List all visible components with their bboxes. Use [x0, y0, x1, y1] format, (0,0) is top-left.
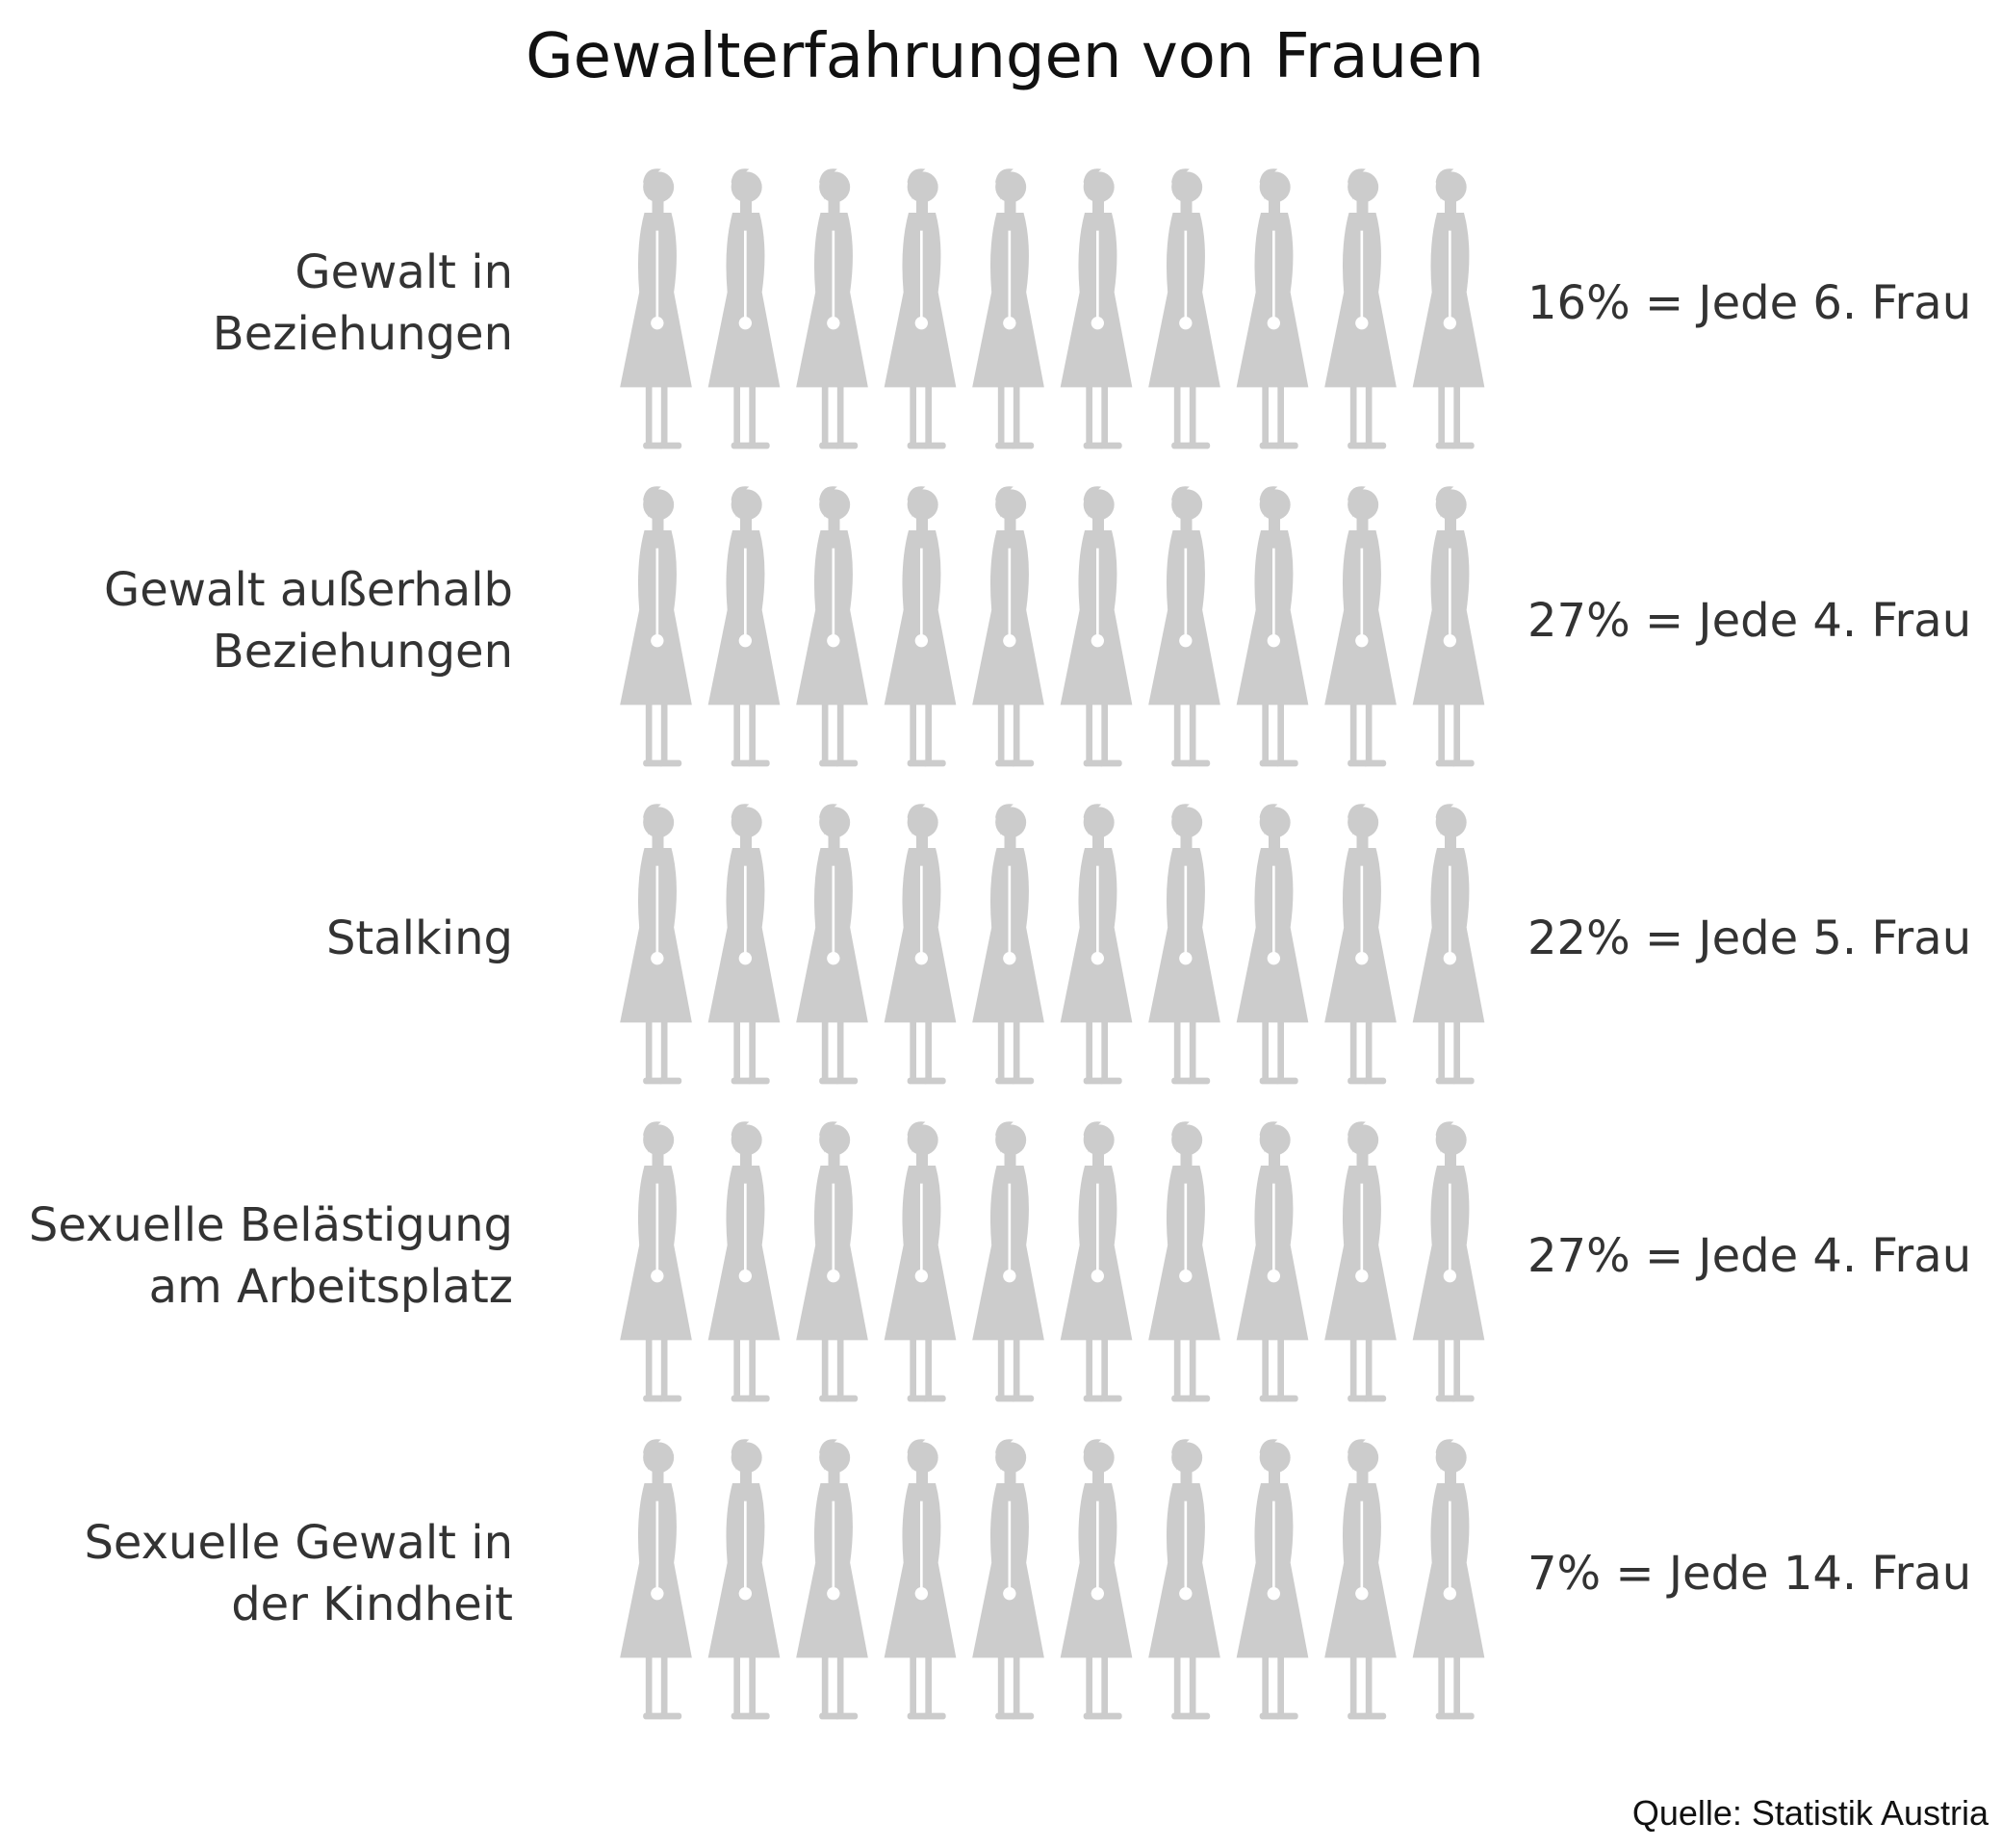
- icon-empty: [1412, 1437, 1485, 1721]
- value-label: 27% = Jede 4. Frau: [1527, 594, 1971, 648]
- value-label: 7% = Jede 14. Frau: [1527, 1547, 1971, 1601]
- icon-empty: [972, 1119, 1044, 1403]
- category-line: Sexuelle Belästigung: [29, 1198, 513, 1252]
- icon-empty: [1412, 802, 1485, 1086]
- source: Quelle: Statistik Austria: [1632, 1793, 1989, 1833]
- category-line: am Arbeitsplatz: [149, 1260, 513, 1314]
- icon-empty: [707, 167, 781, 450]
- icon-empty: [884, 1437, 957, 1721]
- value-label: 22% = Jede 5. Frau: [1527, 911, 1971, 965]
- category-line: Sexuelle Gewalt in: [84, 1516, 513, 1570]
- icon-empty: [1060, 1437, 1133, 1721]
- icon-empty: [620, 802, 692, 1086]
- icon-empty: [884, 167, 957, 450]
- chart-title: Gewalterfahrungen von Frauen: [526, 21, 1484, 92]
- icon-empty: [1236, 167, 1309, 450]
- category-label: Sexuelle Belästigung am Arbeitsplatz: [29, 1198, 513, 1314]
- icon-empty: [1060, 484, 1133, 768]
- category-line: Beziehungen: [213, 307, 513, 361]
- icon-empty: [707, 802, 781, 1086]
- icon-empty: [1148, 484, 1220, 768]
- icon-empty: [972, 1437, 1044, 1721]
- icon-empty: [620, 1119, 692, 1403]
- icon-empty: [884, 1119, 957, 1403]
- icon-empty: [1236, 1437, 1309, 1721]
- icon-empty: [620, 167, 692, 450]
- icon-empty: [1148, 1119, 1220, 1403]
- icon-empty: [884, 484, 957, 768]
- icon-empty: [796, 1437, 868, 1721]
- icon-empty: [1236, 484, 1309, 768]
- icon-empty: [1412, 484, 1485, 768]
- value-label: 16% = Jede 6. Frau: [1527, 276, 1971, 330]
- icon-empty: [1060, 802, 1133, 1086]
- category-line: Stalking: [326, 911, 513, 965]
- icon-empty: [884, 802, 957, 1086]
- category-label: Gewalt in Beziehungen: [213, 245, 513, 361]
- icon-empty: [796, 484, 868, 768]
- icon-empty: [1236, 1119, 1309, 1403]
- icon-empty: [1060, 167, 1133, 450]
- icon-empty: [796, 167, 868, 450]
- category-line: der Kindheit: [231, 1578, 513, 1631]
- value-label: 27% = Jede 4. Frau: [1527, 1229, 1971, 1283]
- category-label: Gewalt außerhalb Beziehungen: [104, 563, 513, 679]
- icon-empty: [1324, 167, 1397, 450]
- icon-empty: [1324, 1119, 1397, 1403]
- icon-empty: [620, 1437, 692, 1721]
- icon-empty: [707, 1119, 781, 1403]
- icon-empty: [796, 802, 868, 1086]
- icon-empty: [972, 802, 1044, 1086]
- icon-empty: [1148, 1437, 1220, 1721]
- icon-empty: [1412, 1119, 1485, 1403]
- icon-empty: [796, 1119, 868, 1403]
- icon-empty: [707, 1437, 781, 1721]
- category-label: Stalking: [326, 911, 513, 965]
- icon-empty: [1324, 1437, 1397, 1721]
- icon-empty: [707, 484, 781, 768]
- icon-empty: [1148, 167, 1220, 450]
- icon-empty: [1412, 167, 1485, 450]
- icon-empty: [1236, 802, 1309, 1086]
- icon-empty: [1324, 484, 1397, 768]
- category-line: Gewalt in: [295, 245, 513, 299]
- icon-empty: [1324, 802, 1397, 1086]
- icon-empty: [1148, 802, 1220, 1086]
- icon-empty: [620, 484, 692, 768]
- category-line: Gewalt außerhalb: [104, 563, 513, 617]
- category-line: Beziehungen: [213, 625, 513, 679]
- icon-empty: [1060, 1119, 1133, 1403]
- icon-empty: [972, 167, 1044, 450]
- category-label: Sexuelle Gewalt in der Kindheit: [84, 1516, 513, 1631]
- icon-empty: [972, 484, 1044, 768]
